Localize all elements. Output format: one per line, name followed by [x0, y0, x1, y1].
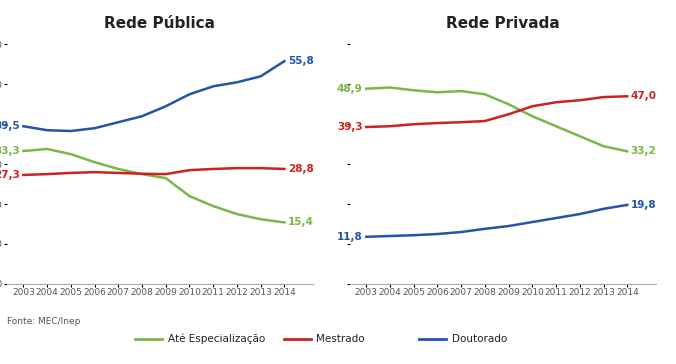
Text: 48,9: 48,9 — [337, 84, 362, 94]
Text: 39,5: 39,5 — [0, 121, 20, 131]
Text: 33,2: 33,2 — [631, 146, 656, 157]
Title: Rede Privada: Rede Privada — [445, 16, 560, 31]
Text: 39,3: 39,3 — [337, 122, 362, 132]
Text: Até Especialização: Até Especialização — [168, 333, 265, 344]
Text: Doutorado: Doutorado — [452, 333, 507, 344]
Text: 28,8: 28,8 — [288, 164, 314, 174]
Text: 27,3: 27,3 — [0, 170, 20, 180]
Text: 47,0: 47,0 — [631, 91, 657, 101]
Title: Rede Pública: Rede Pública — [104, 16, 216, 31]
Text: Fonte: MEC/Inep: Fonte: MEC/Inep — [7, 317, 80, 326]
Text: 15,4: 15,4 — [288, 217, 314, 228]
Text: 19,8: 19,8 — [631, 200, 656, 210]
Text: 33,3: 33,3 — [0, 146, 20, 156]
Text: Mestrado: Mestrado — [316, 333, 365, 344]
Text: 55,8: 55,8 — [288, 56, 314, 66]
Text: 11,8: 11,8 — [337, 232, 362, 242]
